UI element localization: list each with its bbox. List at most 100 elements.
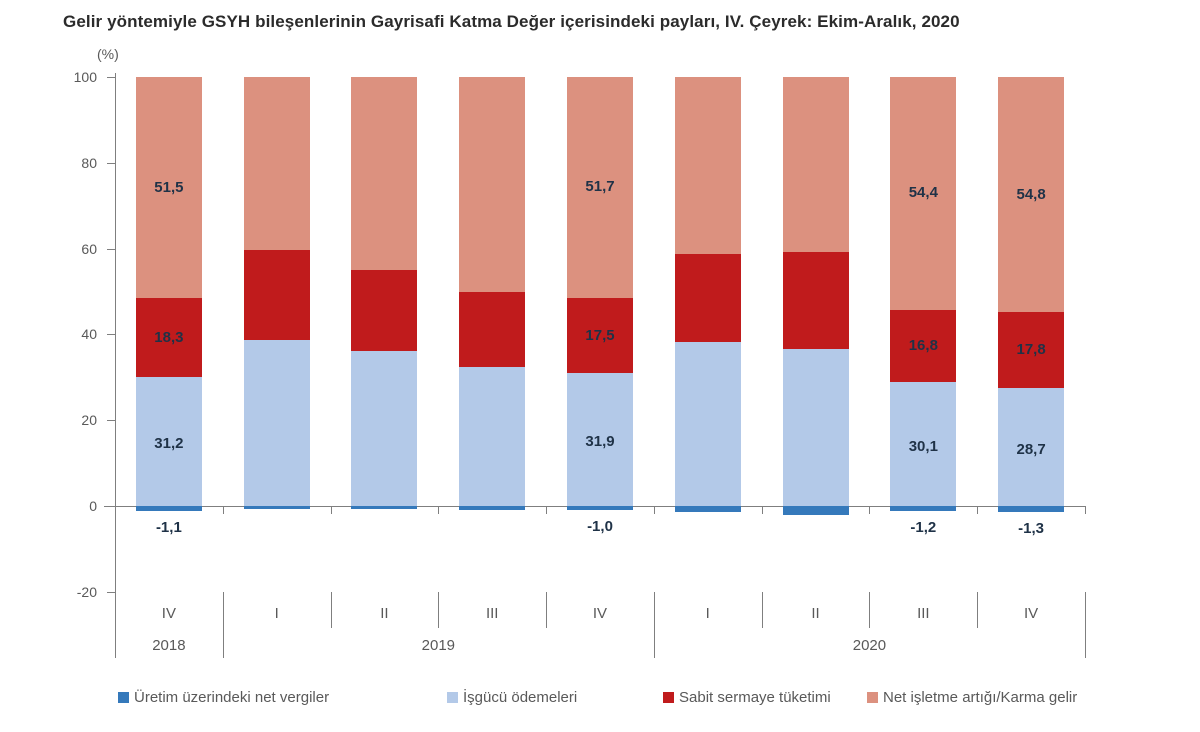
quarter-separator <box>869 592 871 628</box>
bar-segment-labor-payments <box>782 348 849 515</box>
y-tick-label: 20 <box>81 412 97 429</box>
x-axis-tick-mark <box>330 507 332 514</box>
bar-segment-fixed-capital <box>890 309 957 382</box>
bar-label-labor-payments: 31,9 <box>585 432 615 450</box>
bar-label-fixed-capital: 18,3 <box>154 328 184 346</box>
y-tick-label: 80 <box>81 154 97 171</box>
y-tick-mark <box>107 591 115 593</box>
legend-item-operating-surplus: Net işletme artığı/Karma gelir <box>867 686 1077 708</box>
bar-segment-fixed-capital <box>998 312 1065 389</box>
x-axis-tick-mark <box>869 507 871 514</box>
x-axis-quarter-label: IV <box>1024 605 1039 622</box>
y-axis-line <box>115 73 116 658</box>
bar-label-fixed-capital: 16,8 <box>908 336 938 354</box>
bar-segment-net-taxes <box>459 506 526 510</box>
x-axis-quarter-label: III <box>917 605 930 622</box>
bar-segment-operating-surplus <box>351 77 418 270</box>
bar-segment-net-taxes <box>674 506 741 512</box>
y-tick-label: 60 <box>81 240 97 257</box>
bar-segment-net-taxes <box>782 506 849 515</box>
bar-segment-operating-surplus <box>243 77 310 251</box>
bar-segment-labor-payments <box>459 366 526 510</box>
bar-label-labor-payments: 31,2 <box>154 434 184 452</box>
x-axis-quarter-label: III <box>485 605 499 622</box>
x-axis-year-label: 2018 <box>152 637 186 654</box>
y-tick-label: 0 <box>89 498 97 514</box>
bar-segment-operating-surplus <box>459 77 526 293</box>
x-axis-quarter-label: II <box>811 605 820 622</box>
year-separator <box>222 592 224 658</box>
bar-segment-labor-payments <box>998 388 1065 512</box>
y-tick-label: 100 <box>73 69 97 85</box>
y-tick-mark <box>107 506 115 507</box>
bar-label-fixed-capital: 17,8 <box>1016 341 1046 359</box>
bar-segment-fixed-capital <box>567 298 633 374</box>
bar-segment-operating-surplus <box>674 77 741 254</box>
bar-label-operating-surplus: 51,5 <box>154 178 184 196</box>
bar-segment-operating-surplus <box>135 77 202 299</box>
quarter-separator <box>761 592 763 628</box>
bar-label-operating-surplus: 54,4 <box>908 184 938 202</box>
bar-label-operating-surplus: 54,8 <box>1016 185 1046 203</box>
bar-segment-net-taxes <box>243 506 310 509</box>
bar-segment-labor-payments <box>890 382 957 512</box>
legend-label: Sabit sermaye tüketimi <box>679 688 831 706</box>
x-axis-tick-mark <box>438 507 440 514</box>
bar-segment-operating-surplus <box>890 76 957 310</box>
y-tick-mark <box>107 77 115 78</box>
bar-segment-fixed-capital <box>674 253 741 342</box>
bar-segment-net-taxes <box>890 506 957 512</box>
legend-item-labor-payments: İşgücü ödemeleri <box>447 686 577 708</box>
x-axis-tick-mark <box>222 507 224 514</box>
y-tick-label: 40 <box>81 326 97 343</box>
bar-segment-operating-surplus <box>782 77 849 253</box>
chart-legend: Üretim üzerindeki net vergiler İşgücü öde… <box>0 686 1200 714</box>
legend-item-net-taxes: Üretim üzerindeki net vergiler <box>118 686 329 708</box>
quarter-separator <box>330 592 332 628</box>
bar-segment-labor-payments <box>567 373 633 511</box>
bar-label-operating-surplus: 51,7 <box>585 178 615 196</box>
x-axis-tick-mark <box>546 507 548 514</box>
quarter-separator <box>438 592 440 628</box>
bar-segment-fixed-capital <box>782 252 849 349</box>
bar-segment-net-taxes <box>135 506 202 511</box>
x-axis-quarter-label: IV <box>592 605 608 622</box>
bar-label-labor-payments: 28,7 <box>1016 441 1046 458</box>
bar-label-net-taxes: -1,2 <box>910 519 937 537</box>
x-axis-year-label: 2019 <box>421 637 456 654</box>
bar-segment-labor-payments <box>243 340 310 509</box>
bar-segment-net-taxes <box>351 506 418 510</box>
x-axis-year-label: 2020 <box>852 637 887 654</box>
x-axis-tick-mark <box>115 507 116 514</box>
bar-label-net-taxes: -1,3 <box>1018 519 1045 537</box>
legend-label: İşgücü ödemeleri <box>463 688 578 706</box>
bar-segment-net-taxes <box>998 506 1065 512</box>
bar-segment-operating-surplus <box>567 76 633 299</box>
legend-color-swatch-fixed-capital <box>663 691 674 703</box>
bar-segment-labor-payments <box>135 376 202 511</box>
legend-label: Üretim üzerindeki net vergiler <box>134 688 330 706</box>
bar-label-labor-payments: 30,1 <box>908 437 938 455</box>
x-axis-tick-mark <box>761 507 763 514</box>
bar-label-net-taxes: -1,1 <box>155 518 182 536</box>
bar-label-fixed-capital: 17,5 <box>585 326 615 344</box>
bar-segment-fixed-capital <box>243 250 310 341</box>
x-axis-tick-mark <box>653 507 655 514</box>
legend-item-fixed-capital: Sabit sermaye tüketimi <box>663 686 831 708</box>
bar-segment-fixed-capital <box>135 298 202 377</box>
x-axis-tick-mark <box>977 507 979 514</box>
y-tick-mark <box>107 334 115 336</box>
bar-segment-labor-payments <box>351 350 418 510</box>
year-separator <box>1085 592 1086 658</box>
page-title: Gelir yöntemiyle GSYH bileşenlerinin Gay… <box>63 12 960 31</box>
quarter-separator <box>977 592 979 628</box>
bar-segment-labor-payments <box>674 341 741 512</box>
legend-label: Net işletme artığı/Karma gelir <box>883 688 1078 706</box>
legend-color-swatch-net-taxes <box>118 691 129 703</box>
bar-segment-fixed-capital <box>459 292 526 367</box>
legend-color-swatch-labor-payments <box>447 691 458 703</box>
bar-segment-operating-surplus <box>998 77 1065 313</box>
bar-segment-net-taxes <box>567 506 633 511</box>
x-axis-quarter-label: I <box>274 605 279 622</box>
